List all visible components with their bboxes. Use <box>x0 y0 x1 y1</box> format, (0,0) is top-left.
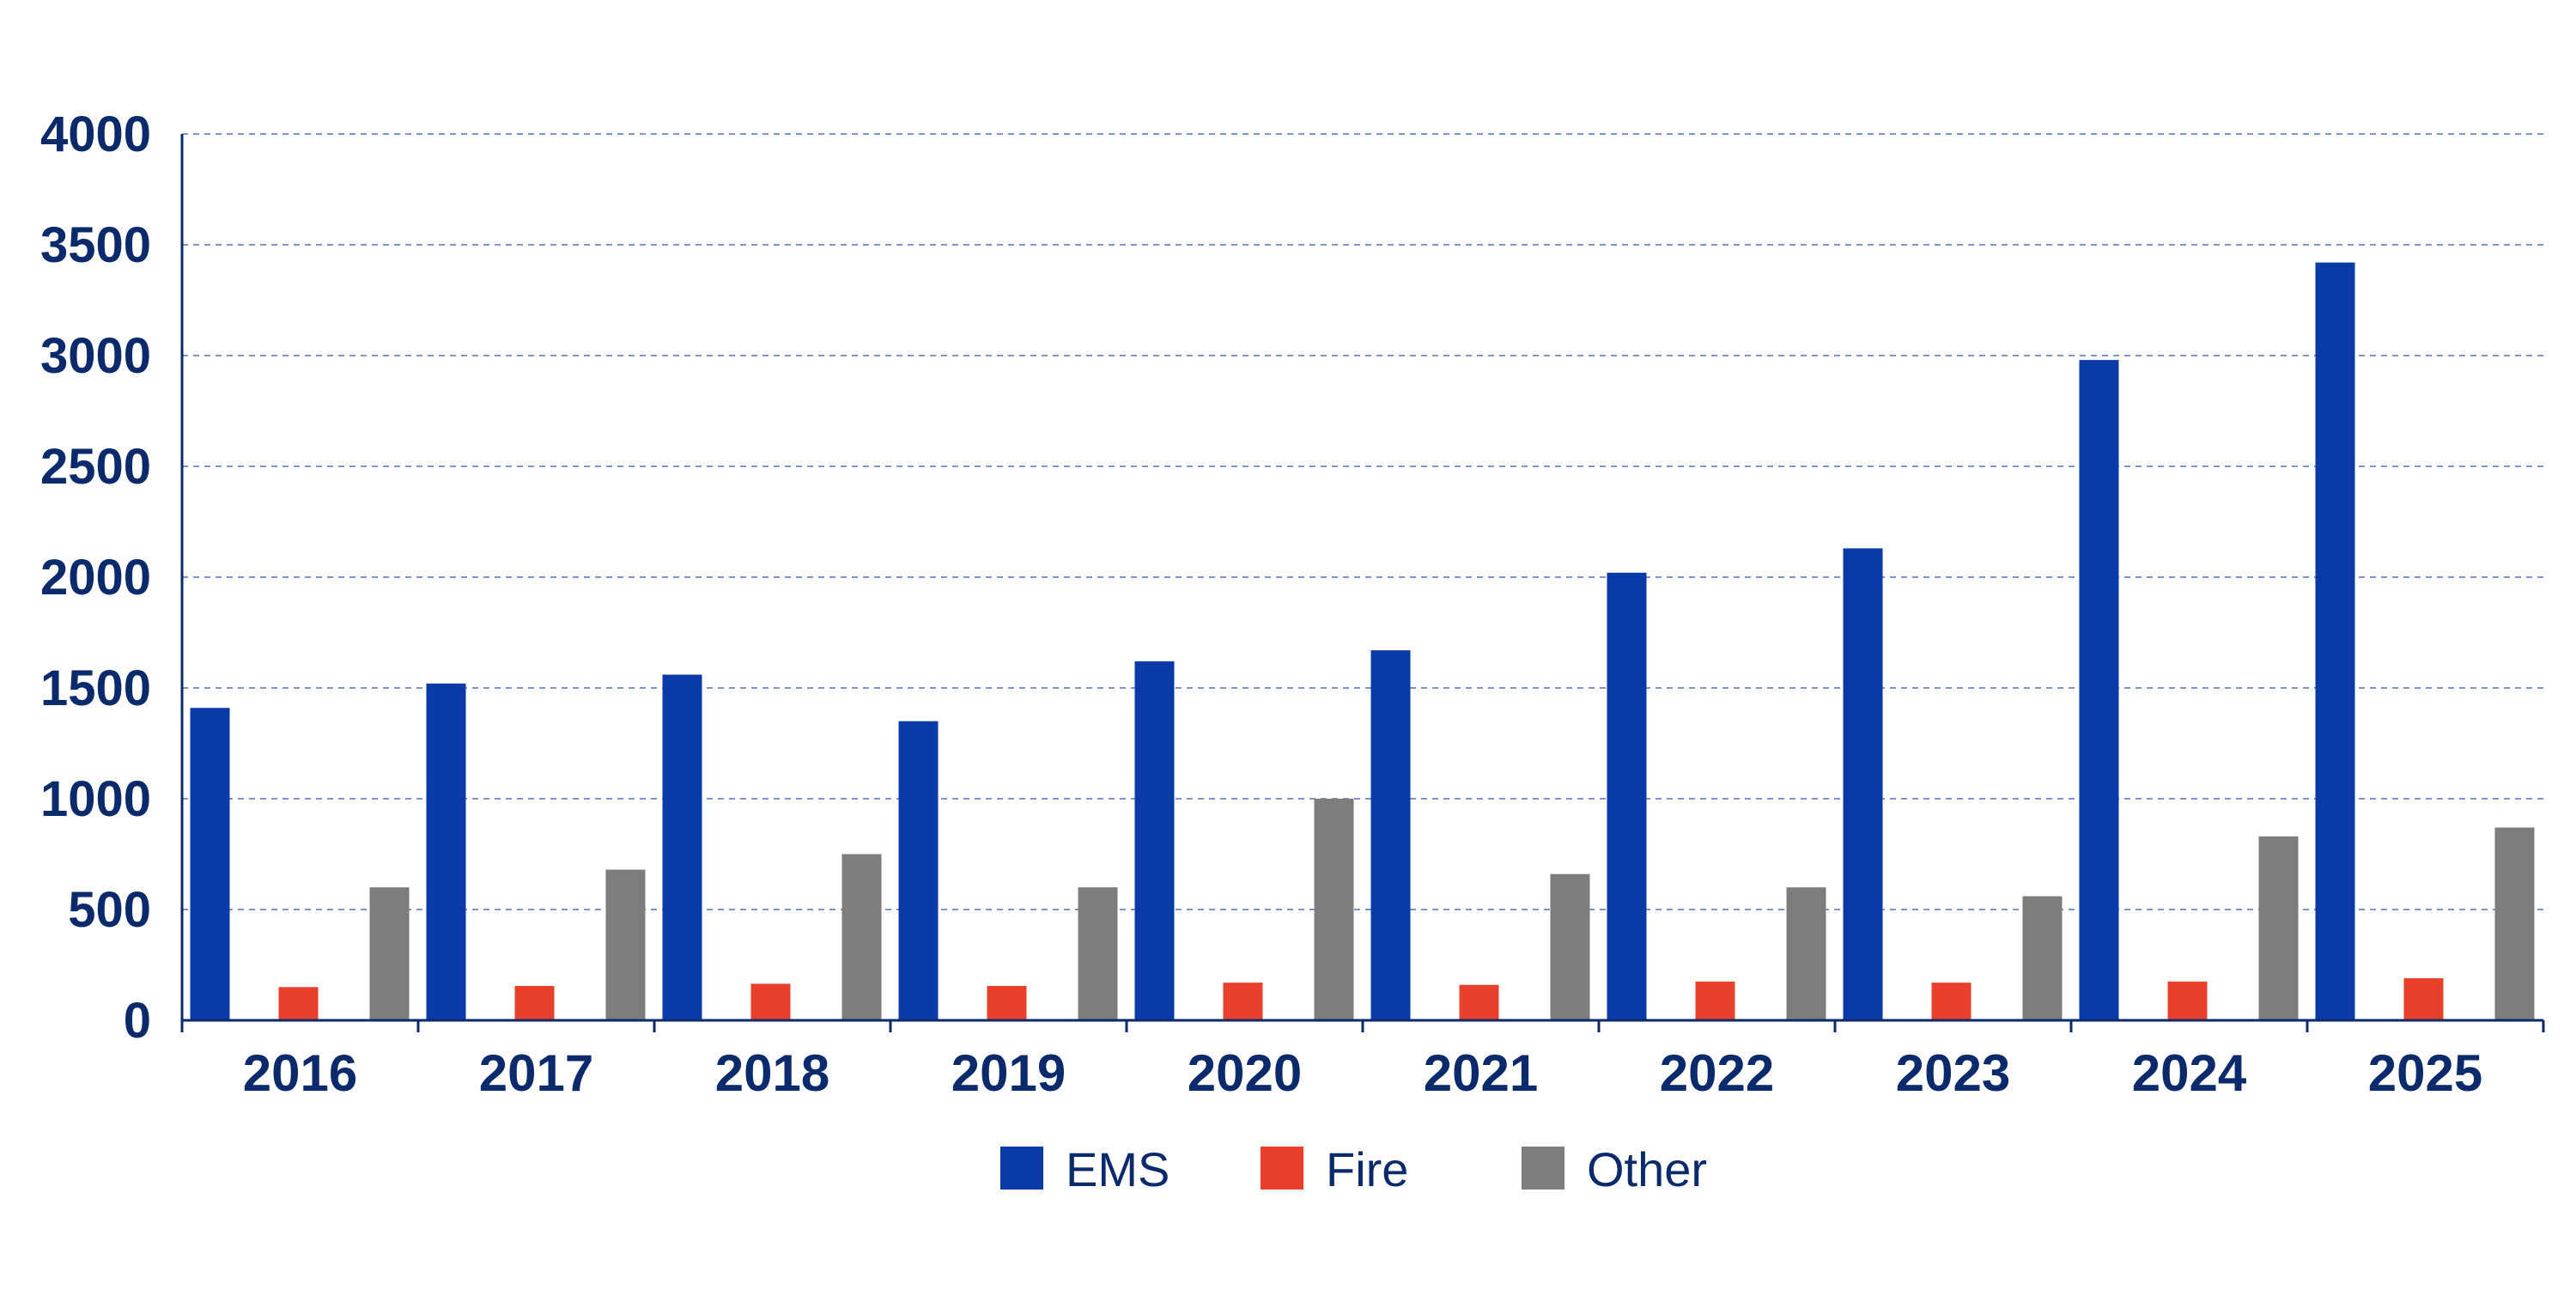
y-tick-label: 2500 <box>40 439 151 495</box>
bar-other-2018 <box>841 854 882 1020</box>
bars <box>190 262 2535 1020</box>
bar-other-2017 <box>605 869 646 1020</box>
y-tick-label: 3000 <box>40 328 151 384</box>
bar-ems-2016 <box>190 708 230 1020</box>
bar-fire-2016 <box>278 987 319 1020</box>
bar-ems-2018 <box>662 674 702 1020</box>
bar-fire-2023 <box>1931 983 1971 1020</box>
bar-fire-2025 <box>2403 977 2444 1020</box>
bar-fire-2020 <box>1223 983 1263 1020</box>
x-tick-label: 2024 <box>2132 1044 2247 1102</box>
x-tick-label: 2016 <box>243 1044 357 1102</box>
bar-other-2022 <box>1786 887 1826 1020</box>
y-tick-label: 2000 <box>40 550 151 605</box>
bar-fire-2022 <box>1695 981 1735 1020</box>
x-tick-labels: 2016 2017 2018 2019 2020 2021 2022 2023 2024 2025 <box>243 1044 2482 1102</box>
x-tick-label: 2017 <box>479 1044 593 1102</box>
y-tick-label: 1000 <box>40 771 151 827</box>
gridlines <box>182 133 2543 910</box>
bar-other-2016 <box>369 887 410 1020</box>
x-tick-label: 2020 <box>1188 1044 1302 1102</box>
legend-label-ems: EMS <box>1066 1142 1170 1196</box>
x-tick-label: 2023 <box>1896 1044 2010 1102</box>
bar-other-2020 <box>1314 799 1354 1020</box>
axes <box>180 134 2545 1032</box>
x-tick-label: 2021 <box>1424 1044 1538 1102</box>
bar-ems-2023 <box>1843 548 1883 1020</box>
y-tick-label: 0 <box>124 993 151 1049</box>
legend-label-fire: Fire <box>1326 1142 1408 1196</box>
bar-ems-2020 <box>1134 661 1175 1020</box>
bar-ems-2022 <box>1607 572 1647 1020</box>
bar-ems-2021 <box>1370 650 1411 1020</box>
bar-other-2021 <box>1550 873 1590 1020</box>
legend: EMS Fire Other <box>1000 1142 1707 1196</box>
x-tick-label: 2025 <box>2368 1044 2482 1102</box>
bar-other-2024 <box>2258 836 2299 1020</box>
legend-swatch-ems <box>1000 1147 1043 1190</box>
bar-fire-2021 <box>1459 984 1499 1020</box>
bar-ems-2019 <box>898 721 939 1020</box>
y-tick-label: 500 <box>68 882 151 938</box>
bar-ems-2017 <box>426 683 466 1020</box>
bar-ems-2024 <box>2079 360 2119 1020</box>
bar-other-2019 <box>1078 887 1118 1020</box>
bar-fire-2017 <box>514 986 555 1020</box>
legend-swatch-other <box>1522 1147 1564 1190</box>
y-tick-label: 1500 <box>40 660 151 716</box>
bar-other-2023 <box>2022 896 2063 1020</box>
y-tick-labels: 0 500 1000 1500 2000 2500 3000 3500 4000 <box>40 106 151 1049</box>
x-tick-label: 2022 <box>1660 1044 1774 1102</box>
bar-fire-2024 <box>2167 981 2208 1020</box>
bar-other-2025 <box>2494 827 2535 1020</box>
bar-ems-2025 <box>2315 262 2355 1020</box>
legend-swatch-fire <box>1261 1147 1303 1190</box>
legend-label-other: Other <box>1587 1142 1707 1196</box>
y-tick-label: 3500 <box>40 217 151 273</box>
bar-fire-2018 <box>750 983 791 1020</box>
x-tick-label: 2018 <box>715 1044 829 1102</box>
bar-fire-2019 <box>987 986 1027 1020</box>
x-tick-label: 2019 <box>951 1044 1066 1102</box>
y-tick-label: 4000 <box>40 106 151 162</box>
